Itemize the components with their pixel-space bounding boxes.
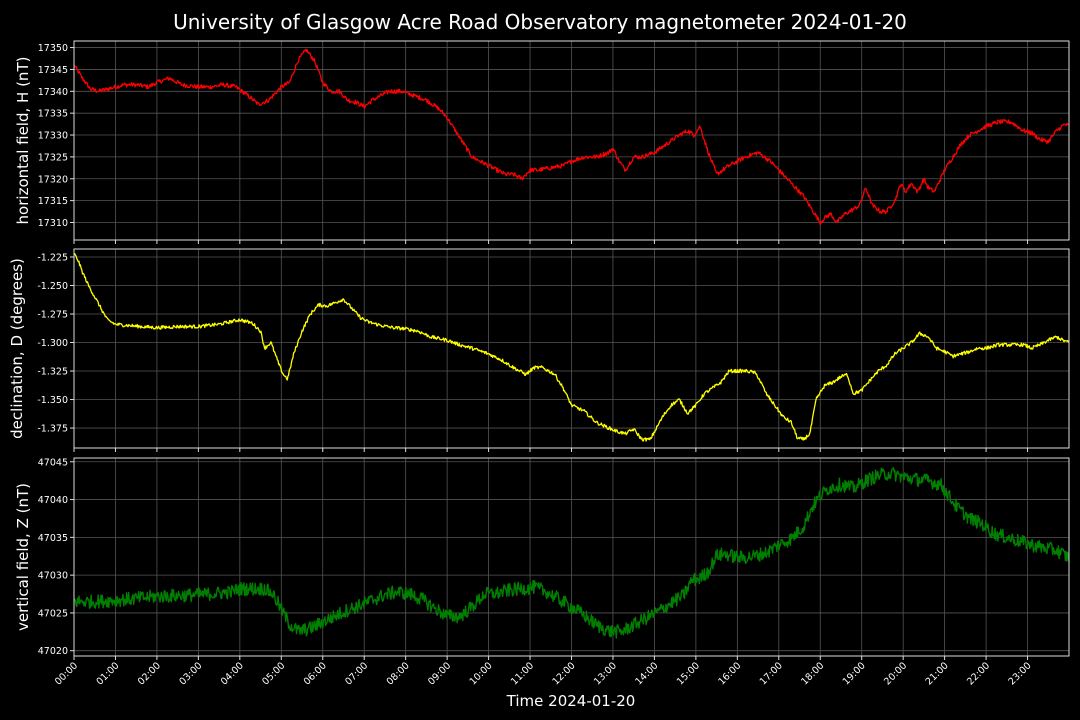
y-tick-label: 47035 <box>38 533 68 544</box>
y-tick-label: 47040 <box>38 495 68 506</box>
y-tick-label: 47025 <box>38 608 68 619</box>
axes-frame <box>73 457 1070 657</box>
y-tick-label: 47020 <box>38 646 68 657</box>
y-tick-label: -1.350 <box>37 395 68 406</box>
axes-frame <box>73 40 1070 241</box>
y-tick-label: 17345 <box>38 65 68 76</box>
y-tick-label: 47030 <box>38 571 68 582</box>
y-axis-label: declination, D (degrees) <box>8 258 26 439</box>
y-tick-label: -1.375 <box>37 424 68 435</box>
y-tick-label: 17340 <box>38 87 68 98</box>
y-tick-label: 17335 <box>38 109 68 120</box>
x-axis-label: Time 2024-01-20 <box>506 692 636 710</box>
series-line-3 <box>73 467 1070 639</box>
series-line-2 <box>73 253 1070 442</box>
chart-title: University of Glasgow Acre Road Observat… <box>173 10 907 34</box>
y-tick-label: -1.250 <box>37 281 68 292</box>
y-tick-label: -1.300 <box>37 338 68 349</box>
y-tick-label: 17330 <box>38 131 68 142</box>
y-axis-label: vertical field, Z (nT) <box>14 483 32 631</box>
panel-1: 17310 17315 17320 17325 17330 17335 17340 17345… <box>14 40 1070 244</box>
panel-2: -1.375 -1.350 -1.325 -1.300 -1.275 -1.250 -1.2… <box>8 248 1070 452</box>
y-tick-label: 17325 <box>38 152 68 163</box>
y-tick-label: 47045 <box>38 457 68 468</box>
panel-3: 47020 47025 47030 47035 47040 47045 vertical f… <box>14 457 1070 660</box>
y-tick-label: -1.225 <box>37 252 68 263</box>
series-line-1 <box>73 48 1070 226</box>
y-tick-label: 17320 <box>38 174 68 185</box>
y-axis-label: horizontal field, H (nT) <box>14 57 32 225</box>
y-tick-label: 17350 <box>38 43 68 54</box>
y-tick-label: 17310 <box>38 218 68 229</box>
y-tick-label: -1.325 <box>37 367 68 378</box>
axes-frame <box>73 248 1070 449</box>
panels: 17310 17315 17320 17325 17330 17335 17340 17345… <box>8 40 1070 687</box>
y-tick-label: 17315 <box>38 196 68 207</box>
y-tick-label: -1.275 <box>37 310 68 321</box>
